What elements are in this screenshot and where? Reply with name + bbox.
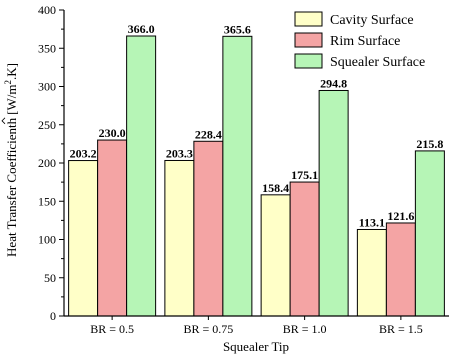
y-tick-label: 200 bbox=[38, 156, 56, 170]
y-tick-label: 350 bbox=[38, 41, 56, 55]
bar-rim-surface-2 bbox=[193, 140, 224, 317]
legend: Cavity Surface Rim Surface Squealer Surfac… bbox=[294, 11, 425, 70]
data-label: 366.0 bbox=[128, 22, 155, 36]
data-label: 175.1 bbox=[291, 168, 318, 182]
bar-cavity-surface-1 bbox=[68, 160, 99, 317]
bar-squealer-surface-3 bbox=[318, 89, 349, 317]
x-tick-label: BR = 0.5 bbox=[90, 322, 134, 336]
y-axis-title: Heat Transfer Coefficienth [W/m2.K] bbox=[3, 63, 19, 257]
x-tick-label: BR = 1.5 bbox=[379, 322, 423, 336]
x-tick-label: BR = 1.0 bbox=[283, 322, 327, 336]
legend-swatch bbox=[294, 32, 323, 48]
bar-group bbox=[68, 35, 445, 317]
data-label: 228.4 bbox=[195, 127, 222, 141]
hat-accent bbox=[1, 117, 6, 125]
x-tick-label: BR = 0.75 bbox=[183, 322, 233, 336]
data-label: 203.2 bbox=[70, 147, 97, 161]
axes: BR = 0.5 BR = 0.75 BR = 1.0 BR = 1.5 0 50 100 1… bbox=[38, 3, 449, 336]
legend-label: Cavity Surface bbox=[330, 13, 414, 28]
data-label: 365.6 bbox=[224, 22, 251, 36]
bar-squealer-surface-4 bbox=[414, 150, 445, 317]
legend-label: Squealer Surface bbox=[330, 55, 425, 70]
bar-cavity-surface-2 bbox=[164, 159, 195, 317]
bar-rim-surface-1 bbox=[97, 139, 128, 317]
data-label: 158.4 bbox=[262, 181, 289, 195]
bar-squealer-surface-2 bbox=[222, 35, 253, 317]
x-axis-title: Squealer Tip bbox=[223, 339, 289, 354]
legend-swatch bbox=[294, 53, 323, 69]
data-label: 113.1 bbox=[359, 215, 385, 229]
y-tick-label: 100 bbox=[38, 233, 56, 247]
bar-cavity-surface-4 bbox=[356, 228, 387, 317]
data-label: 230.0 bbox=[99, 126, 126, 140]
y-axis-title-units-end: .K] bbox=[4, 63, 19, 80]
legend-label: Rim Surface bbox=[330, 34, 400, 49]
y-tick-label: 150 bbox=[38, 194, 56, 208]
y-tick-label: 0 bbox=[50, 309, 56, 323]
legend-swatch bbox=[294, 11, 323, 27]
y-tick-label: 50 bbox=[44, 271, 56, 285]
bar-rim-surface-3 bbox=[289, 181, 320, 317]
bar-rim-surface-4 bbox=[385, 222, 416, 317]
y-tick-label: 400 bbox=[38, 3, 56, 17]
bar-squealer-surface-1 bbox=[126, 35, 157, 317]
y-axis-title-symbol: h bbox=[4, 117, 19, 124]
bar-cavity-surface-3 bbox=[260, 194, 291, 317]
y-axis-title-exponent: 2 bbox=[3, 80, 13, 85]
data-label: 203.3 bbox=[166, 146, 193, 160]
y-axis-title-units: [W/m bbox=[4, 85, 19, 115]
data-label: 294.8 bbox=[320, 76, 347, 90]
data-label: 121.6 bbox=[387, 209, 414, 223]
y-tick-label: 300 bbox=[38, 80, 56, 94]
y-axis-title-main: Heat Transfer Coefficient bbox=[4, 124, 19, 257]
y-tick-label: 250 bbox=[38, 118, 56, 132]
data-label: 215.8 bbox=[416, 137, 443, 151]
